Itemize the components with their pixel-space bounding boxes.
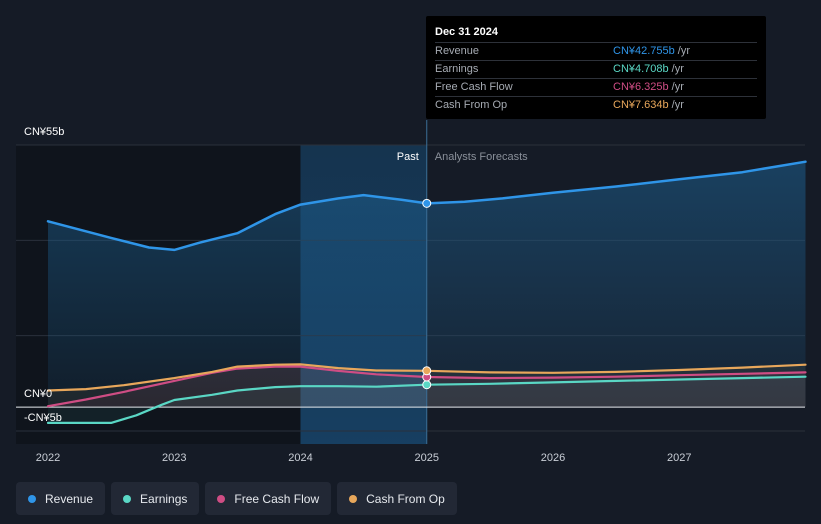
legend-label: Free Cash Flow [234, 491, 320, 506]
series-line-cash-from-op [46, 363, 807, 392]
tooltip-row-value: CN¥7.634b [613, 99, 669, 111]
legend-item-cash-from-op[interactable]: Cash From Op [337, 482, 457, 515]
x-tick-label: 2022 [36, 452, 60, 464]
y-tick-label: -CN¥5b [24, 412, 62, 424]
legend-dot-icon [123, 494, 132, 503]
legend-dot-icon [217, 494, 226, 503]
forecast-label: Analysts Forecasts [435, 151, 528, 163]
tooltip-row-value: CN¥42.755b [613, 45, 675, 57]
legend-item-free-cash-flow[interactable]: Free Cash Flow [205, 482, 332, 515]
legend-item-revenue[interactable]: Revenue [16, 482, 106, 515]
legend-dot-icon [28, 494, 36, 503]
y-tick-label: CN¥0 [24, 388, 52, 400]
series-line-free-cash-flow [46, 365, 807, 408]
legend-item-earnings[interactable]: Earnings [111, 482, 200, 515]
series-line-revenue [46, 160, 807, 252]
series-line-earnings [46, 375, 807, 424]
tooltip-row-label: Free Cash Flow [435, 81, 513, 93]
tooltip-row-unit: /yr [671, 81, 684, 93]
x-tick-label: 2027 [667, 452, 691, 464]
tooltip-row-value: CN¥4.708b [613, 63, 669, 75]
legend: Revenue Earnings Free Cash Flow Cash From O… [16, 482, 457, 515]
tooltip-row-unit: /yr [677, 45, 691, 57]
y-tick-label: CN¥55b [24, 126, 64, 138]
x-tick-label: 2023 [162, 452, 186, 464]
x-tick-label: 2026 [541, 452, 565, 464]
legend-label: Revenue [45, 491, 94, 506]
x-tick-label: 2024 [288, 452, 312, 464]
tooltip: Dec 31 2024 Revenue CN¥42.755b/yr Earnings… [426, 16, 766, 119]
tooltip-row-label: Earnings [435, 63, 479, 75]
tooltip-row-unit: /yr [671, 99, 684, 111]
series-marker [422, 366, 432, 376]
past-label: Past [397, 151, 419, 163]
tooltip-date: Dec 31 2024 [435, 25, 757, 43]
x-tick-label: 2025 [415, 452, 439, 464]
financials-chart: CN¥55b CN¥0 -CN¥5b 2022 2023 2024 2025 2026 202… [16, 120, 807, 464]
tooltip-row-label: Cash From Op [435, 99, 508, 111]
legend-label: Earnings [140, 491, 188, 506]
tooltip-row: Cash From Op CN¥7.634b/yr [435, 97, 757, 114]
tooltip-row-unit: /yr [671, 63, 684, 75]
tooltip-row: Earnings CN¥4.708b/yr [435, 61, 757, 79]
legend-dot-icon [349, 494, 358, 503]
legend-label: Cash From Op [366, 491, 445, 506]
series-marker [422, 198, 432, 208]
tooltip-row-value: CN¥6.325b [613, 81, 669, 93]
tooltip-row-label: Revenue [435, 45, 480, 57]
tooltip-row: Revenue CN¥42.755b/yr [435, 43, 757, 61]
tooltip-row: Free Cash Flow CN¥6.325b/yr [435, 79, 757, 97]
series-marker [422, 380, 432, 390]
